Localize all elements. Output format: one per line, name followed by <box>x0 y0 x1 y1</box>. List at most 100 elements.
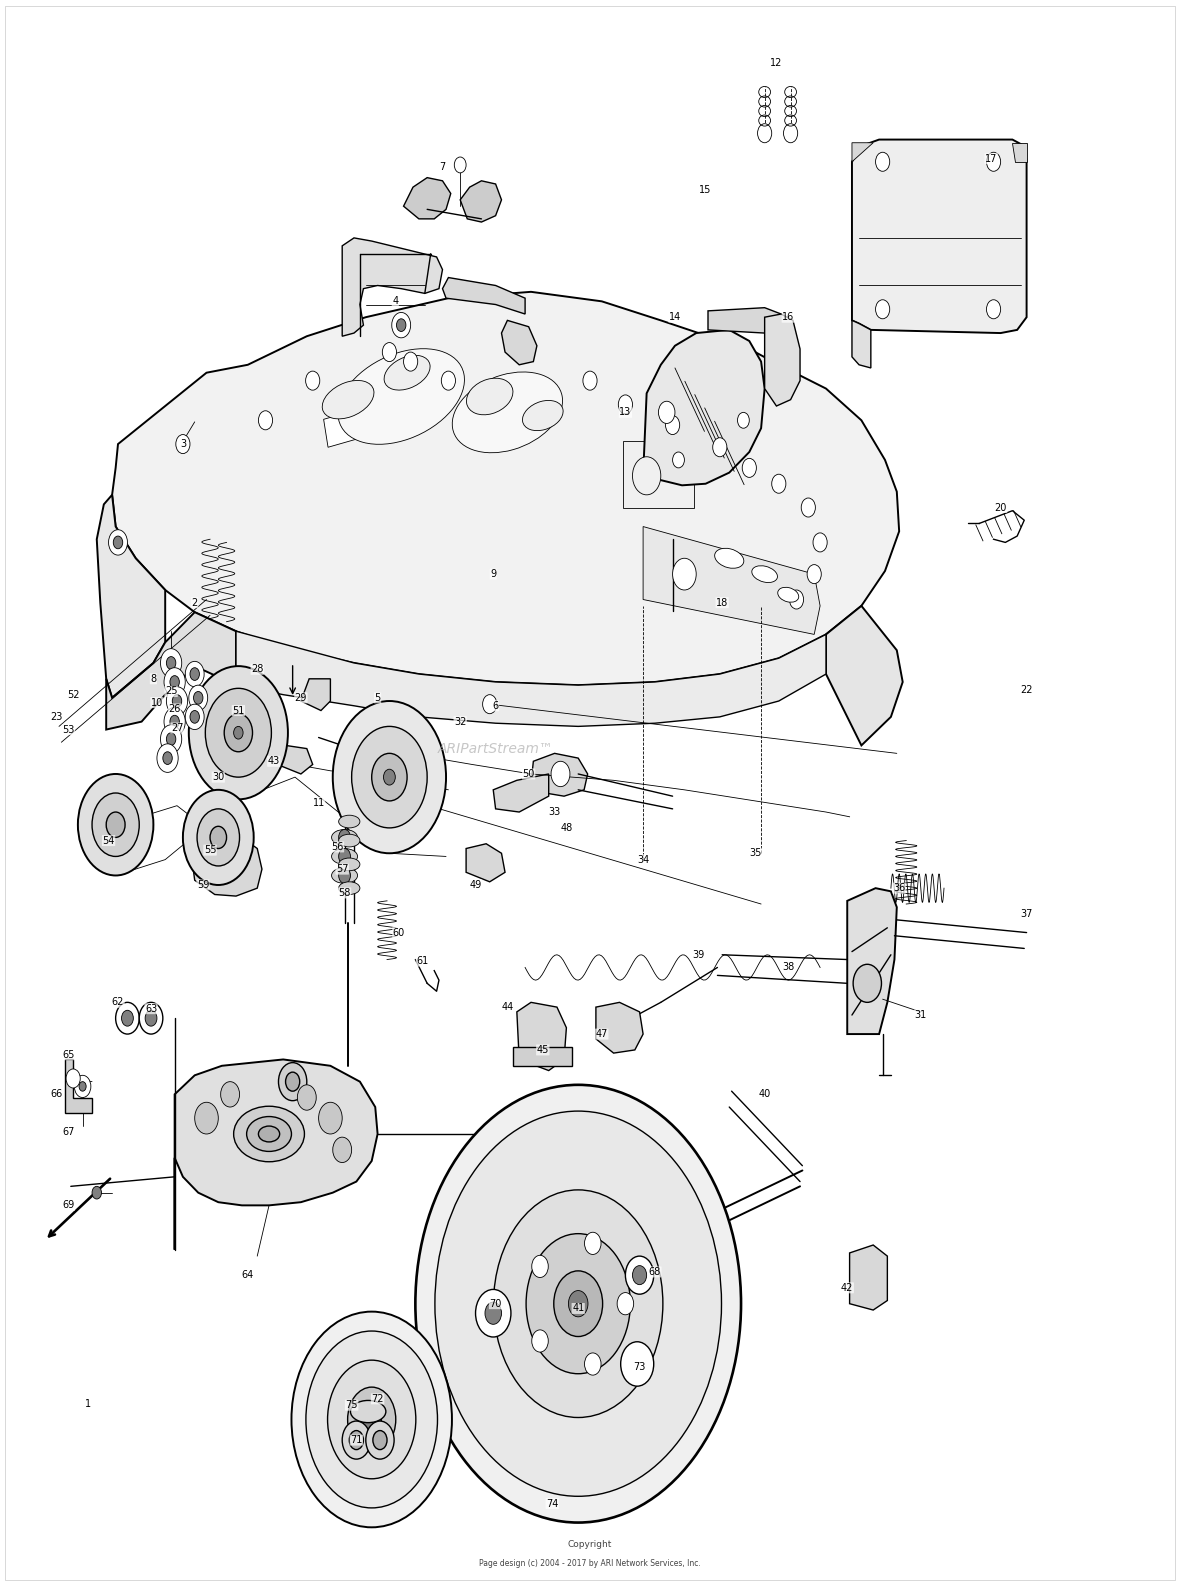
Text: 34: 34 <box>637 855 649 864</box>
Circle shape <box>485 1302 502 1324</box>
Circle shape <box>234 726 243 739</box>
Circle shape <box>164 668 185 696</box>
Polygon shape <box>191 837 262 896</box>
Ellipse shape <box>778 587 799 603</box>
Circle shape <box>185 704 204 730</box>
Circle shape <box>618 395 632 414</box>
Text: ARIPartStream™: ARIPartStream™ <box>438 742 553 755</box>
Circle shape <box>106 812 125 837</box>
Polygon shape <box>236 631 826 726</box>
Polygon shape <box>852 320 871 368</box>
Circle shape <box>382 343 396 362</box>
Circle shape <box>333 1137 352 1163</box>
Circle shape <box>328 1361 415 1478</box>
Circle shape <box>625 1256 654 1294</box>
Circle shape <box>185 661 204 687</box>
Circle shape <box>758 124 772 143</box>
Text: 75: 75 <box>346 1400 358 1410</box>
Text: 52: 52 <box>67 690 79 699</box>
Text: 71: 71 <box>350 1435 362 1445</box>
Circle shape <box>713 438 727 457</box>
Text: 43: 43 <box>268 757 280 766</box>
Polygon shape <box>643 330 765 485</box>
Polygon shape <box>442 278 525 314</box>
Circle shape <box>372 753 407 801</box>
Circle shape <box>183 790 254 885</box>
Polygon shape <box>112 292 899 685</box>
Text: 64: 64 <box>242 1270 254 1280</box>
Circle shape <box>876 300 890 319</box>
Circle shape <box>476 1289 511 1337</box>
Text: 35: 35 <box>749 849 761 858</box>
Polygon shape <box>502 320 537 365</box>
Circle shape <box>404 352 418 371</box>
Circle shape <box>122 1010 133 1026</box>
Circle shape <box>742 458 756 477</box>
Ellipse shape <box>339 815 360 828</box>
Circle shape <box>145 1010 157 1026</box>
Circle shape <box>396 319 406 331</box>
Polygon shape <box>850 1245 887 1310</box>
Text: 33: 33 <box>549 807 560 817</box>
Polygon shape <box>222 726 286 764</box>
Circle shape <box>738 412 749 428</box>
Circle shape <box>224 714 253 752</box>
Text: 60: 60 <box>393 928 405 937</box>
Text: 8: 8 <box>150 674 157 684</box>
Circle shape <box>784 124 798 143</box>
Text: 4: 4 <box>392 297 399 306</box>
Text: 38: 38 <box>782 963 794 972</box>
Polygon shape <box>852 140 1027 333</box>
Polygon shape <box>301 679 330 711</box>
Text: 69: 69 <box>63 1201 74 1210</box>
Circle shape <box>139 1002 163 1034</box>
Circle shape <box>195 1102 218 1134</box>
Bar <box>323 400 395 447</box>
Circle shape <box>109 530 127 555</box>
Polygon shape <box>493 774 549 812</box>
Circle shape <box>157 744 178 772</box>
Circle shape <box>92 1186 101 1199</box>
Circle shape <box>632 1266 647 1285</box>
Polygon shape <box>1012 143 1027 162</box>
Text: 6: 6 <box>492 701 499 711</box>
Text: 25: 25 <box>165 687 177 696</box>
Polygon shape <box>596 1002 643 1053</box>
Text: 62: 62 <box>112 998 124 1007</box>
Ellipse shape <box>752 566 778 582</box>
Circle shape <box>772 474 786 493</box>
Circle shape <box>190 711 199 723</box>
Ellipse shape <box>339 858 360 871</box>
Ellipse shape <box>332 849 358 864</box>
Circle shape <box>92 793 139 856</box>
Circle shape <box>291 1312 452 1527</box>
Circle shape <box>258 411 273 430</box>
Circle shape <box>373 1431 387 1450</box>
Circle shape <box>583 371 597 390</box>
Circle shape <box>584 1232 601 1255</box>
Circle shape <box>339 829 350 845</box>
Text: 42: 42 <box>841 1283 853 1293</box>
Text: 23: 23 <box>51 712 63 722</box>
Circle shape <box>160 725 182 753</box>
Circle shape <box>807 565 821 584</box>
Circle shape <box>532 1331 549 1353</box>
Text: 68: 68 <box>649 1267 661 1277</box>
Ellipse shape <box>339 882 360 895</box>
Text: 56: 56 <box>332 842 343 852</box>
Circle shape <box>176 435 190 454</box>
Text: 17: 17 <box>985 154 997 163</box>
Ellipse shape <box>715 549 743 568</box>
Circle shape <box>789 590 804 609</box>
Circle shape <box>986 152 1001 171</box>
Text: 41: 41 <box>572 1304 584 1313</box>
Text: 53: 53 <box>63 725 74 734</box>
Text: 73: 73 <box>634 1362 645 1372</box>
Text: 9: 9 <box>490 569 497 579</box>
Ellipse shape <box>332 868 358 883</box>
Text: 14: 14 <box>669 312 681 322</box>
Circle shape <box>632 457 661 495</box>
Text: 72: 72 <box>372 1394 384 1404</box>
Circle shape <box>190 668 199 680</box>
Text: 61: 61 <box>417 956 428 966</box>
